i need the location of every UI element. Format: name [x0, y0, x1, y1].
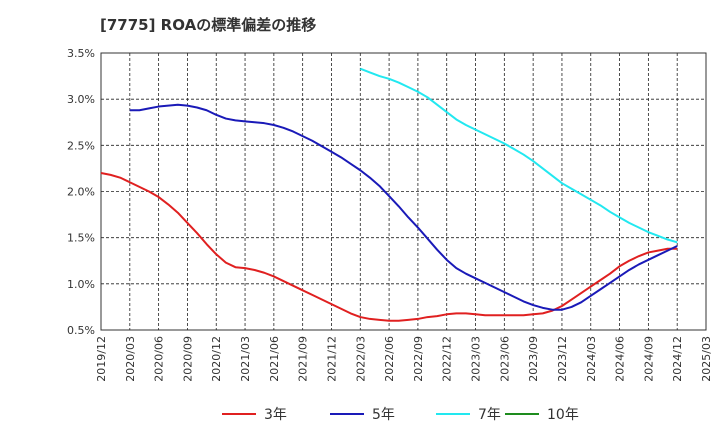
x-tick-label: 2022/09 — [412, 336, 425, 382]
x-tick-label: 2020/09 — [181, 336, 194, 382]
x-tick-label: 2020/06 — [153, 336, 166, 382]
x-tick-label: 2021/03 — [239, 336, 252, 382]
x-tick-label: 2023/09 — [527, 336, 540, 382]
x-tick-label: 2021/12 — [325, 336, 338, 382]
x-tick-label: 2021/06 — [268, 336, 281, 382]
x-tick-label: 2019/12 — [95, 336, 108, 382]
legend-label: 7年 — [478, 407, 501, 423]
x-tick-label: 2021/09 — [297, 336, 310, 382]
y-tick-label: 1.5% — [67, 232, 95, 245]
y-tick-label: 2.5% — [67, 139, 95, 152]
y-tick-label: 1.0% — [67, 278, 95, 291]
legend-label: 5年 — [372, 407, 395, 423]
x-tick-label: 2023/06 — [498, 336, 511, 382]
legend-label: 10年 — [547, 407, 579, 423]
y-tick-label: 3.0% — [67, 93, 95, 106]
series-line-0 — [100, 172, 678, 322]
x-tick-label: 2022/03 — [354, 336, 367, 382]
x-tick-label: 2023/12 — [556, 336, 569, 382]
y-tick-label: 0.5% — [67, 324, 95, 337]
x-tick-label: 2020/12 — [210, 336, 223, 382]
legend-label: 3年 — [264, 407, 287, 423]
x-tick-label: 2024/03 — [585, 336, 598, 382]
series-line-1 — [129, 103, 678, 311]
x-tick-label: 2022/12 — [441, 336, 454, 382]
y-tick-label: 3.5% — [67, 47, 95, 60]
x-tick-label: 2020/03 — [124, 336, 137, 382]
x-tick-label: 2023/03 — [470, 336, 483, 382]
y-tick-label: 2.0% — [67, 186, 95, 199]
x-tick-label: 2022/06 — [383, 336, 396, 382]
chart-title: [7775] ROAの標準偏差の推移 — [100, 16, 317, 34]
x-tick-label: 2024/06 — [614, 336, 627, 382]
series-line-2 — [359, 67, 678, 244]
x-tick-label: 2024/09 — [642, 336, 655, 382]
x-tick-label: 2025/03 — [700, 336, 713, 382]
x-tick-label: 2024/12 — [671, 336, 684, 382]
